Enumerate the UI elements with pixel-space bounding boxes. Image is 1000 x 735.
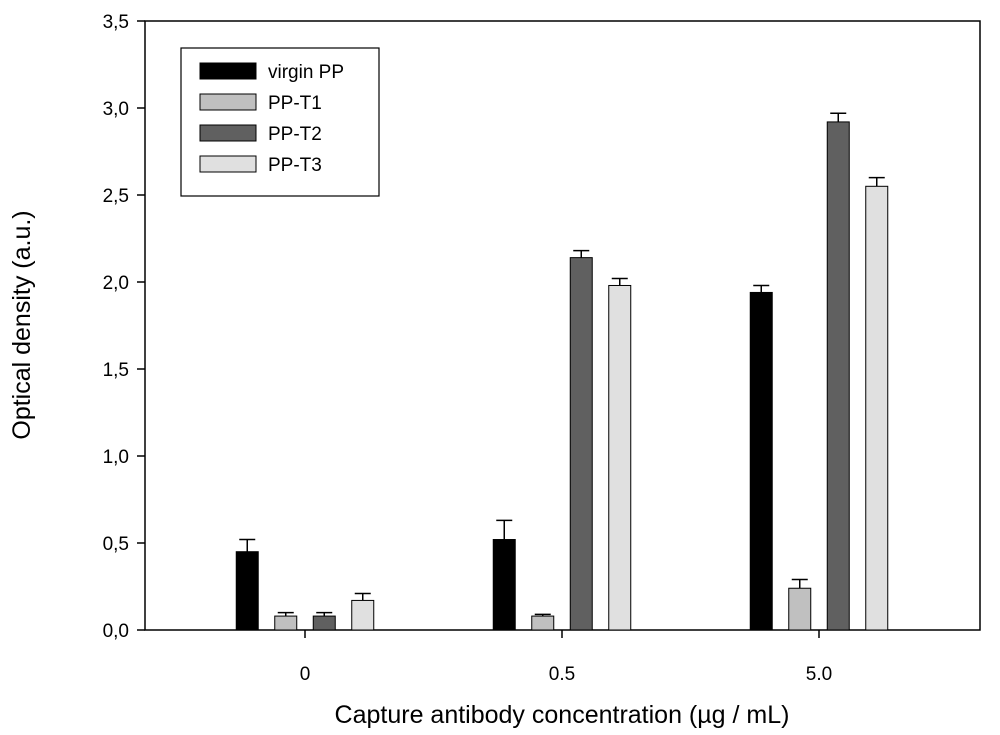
x-tick-label: 5.0 (806, 664, 832, 685)
bar-pp-t1 (788, 587, 812, 631)
y-axis-title: Optical density (a.u.) (8, 210, 36, 439)
y-tick-label: 2,0 (103, 273, 129, 294)
y-tick-label: 3,0 (103, 99, 129, 120)
bar-pp-t3 (608, 284, 632, 631)
bar-virgin-pp (235, 551, 259, 631)
y-tick-label: 0,5 (103, 534, 129, 555)
error-bars (239, 112, 885, 617)
bar-pp-t1 (531, 615, 555, 631)
legend-swatch (199, 124, 257, 142)
x-tick-label: 0.5 (549, 664, 575, 685)
x-axis: 0 0.5 5.0 (300, 630, 832, 685)
y-tick-label: 2,5 (103, 186, 129, 207)
legend-swatch (199, 155, 257, 173)
legend-label: PP-T2 (268, 124, 322, 145)
y-axis: 0,0 0,5 1,0 1,5 2,0 2,5 3,0 3,5 (103, 12, 145, 642)
bar-pp-t2 (569, 257, 593, 631)
bar-virgin-pp (492, 539, 516, 631)
bar-series (235, 121, 889, 631)
bar-virgin-pp (749, 291, 773, 631)
y-tick-label: 3,5 (103, 12, 129, 33)
bar-pp-t2 (312, 615, 336, 631)
bar-pp-t2 (826, 121, 850, 631)
legend-swatch (199, 62, 257, 80)
y-tick-label: 0,0 (103, 621, 129, 642)
bar-pp-t3 (351, 599, 375, 631)
x-tick-label: 0 (300, 664, 311, 685)
legend-label: PP-T1 (268, 93, 322, 114)
legend-swatch (199, 93, 257, 111)
x-axis-title: Capture antibody concentration (µg / mL) (335, 701, 790, 729)
y-tick-label: 1,5 (103, 360, 129, 381)
legend: virgin PP PP-T1 PP-T2 PP-T3 (180, 47, 380, 197)
y-tick-label: 1,0 (103, 447, 129, 468)
legend-label: virgin PP (268, 62, 344, 83)
legend-label: PP-T3 (268, 155, 322, 176)
bar-pp-t3 (865, 185, 889, 631)
bar-pp-t1 (274, 615, 298, 631)
